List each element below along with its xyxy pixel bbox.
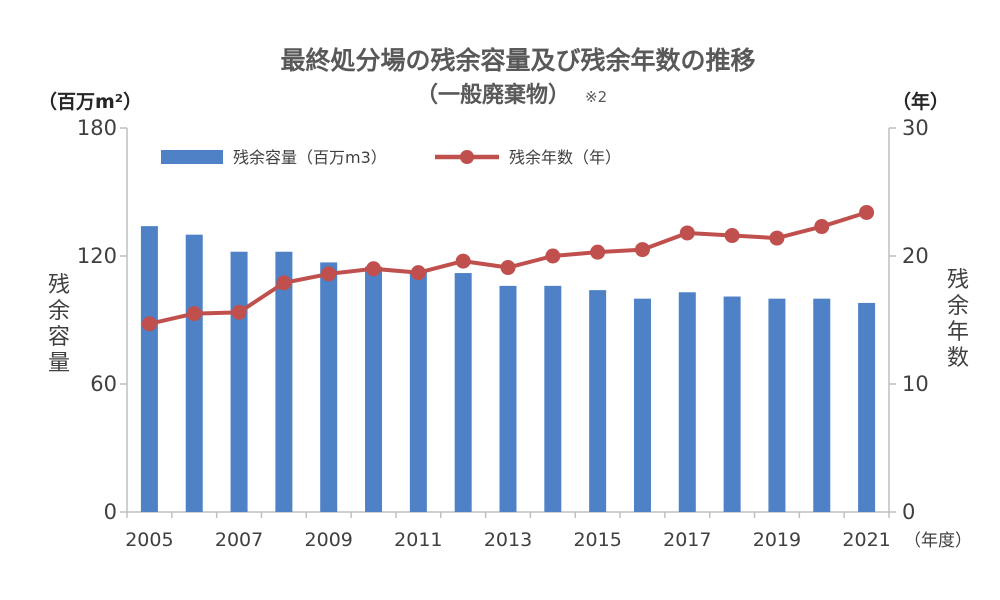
x-tick-label: 2015: [573, 529, 621, 551]
legend-swatch-marker: [460, 150, 474, 164]
bar: [140, 226, 158, 512]
bar: [185, 234, 203, 512]
x-tick-label: 2005: [125, 529, 173, 551]
x-tick-label: 2017: [663, 529, 711, 551]
line-point: [500, 260, 516, 276]
bar: [320, 262, 338, 512]
left-axis-ticks: 0 60 120 180: [77, 116, 127, 524]
bar: [230, 251, 248, 512]
legend-swatch-bar: [161, 150, 223, 164]
left-axis-title-char-1: 余: [48, 299, 70, 324]
line-point: [590, 244, 606, 260]
line-point: [724, 228, 740, 244]
line-series: [141, 204, 875, 332]
subtitle-note: ※2: [585, 88, 607, 106]
bar: [365, 266, 383, 512]
x-tick-label: 2019: [753, 529, 801, 551]
left-axis-title-char-2: 容: [48, 325, 70, 350]
right-tick-label: 10: [902, 372, 929, 396]
line-point: [276, 275, 292, 291]
right-tick-label: 30: [902, 116, 929, 140]
bar: [275, 251, 293, 512]
bar: [768, 298, 786, 512]
right-axis-title-char-1: 余: [947, 294, 969, 319]
legend: 残余容量（百万m3） 残余年数（年）: [161, 148, 621, 167]
x-axis-unit: （年度）: [904, 531, 972, 551]
line-point: [634, 242, 650, 258]
left-axis-title: 残 余 容 量: [48, 273, 70, 376]
x-tick-label: 2007: [215, 529, 263, 551]
left-tick-label: 180: [77, 116, 117, 140]
right-axis-title-char-0: 残: [947, 268, 969, 293]
legend-label-bar: 残余容量（百万m3）: [233, 148, 387, 167]
right-axis-title-char-3: 数: [947, 346, 969, 371]
bar: [544, 285, 562, 512]
bar-series: [140, 226, 876, 512]
line-point: [455, 253, 471, 269]
bar: [723, 296, 741, 512]
chart-subtitle: （一般廃棄物）: [416, 82, 570, 108]
left-tick-label: 0: [104, 500, 117, 524]
right-tick-label: 20: [902, 244, 929, 268]
bar: [633, 298, 651, 512]
legend-label-line: 残余年数（年）: [509, 148, 621, 167]
line-point: [186, 306, 202, 322]
line-point: [410, 265, 426, 281]
x-axis-ticks: 2005 2007 2009 2011 2013 2015 2017 2019 2021: [125, 512, 891, 551]
bar: [678, 292, 696, 512]
left-tick-label: 60: [90, 372, 117, 396]
right-axis-title: 残 余 年 数: [947, 268, 969, 371]
left-tick-label: 120: [77, 244, 117, 268]
right-axis-unit: （年）: [892, 90, 949, 113]
bar: [454, 273, 472, 512]
line-point: [859, 204, 875, 220]
line-point: [769, 230, 785, 246]
x-tick-label: 2009: [305, 529, 353, 551]
line-point: [231, 304, 247, 320]
line-point: [814, 219, 830, 235]
chart-title: 最終処分場の残余容量及び残余年数の推移: [280, 46, 755, 75]
line-point: [366, 261, 382, 277]
bar: [589, 290, 607, 512]
x-tick-label: 2013: [484, 529, 532, 551]
line-point: [321, 266, 337, 282]
right-tick-label: 0: [902, 500, 915, 524]
line-point: [545, 248, 561, 264]
bar: [499, 285, 517, 512]
bar: [409, 270, 427, 512]
left-axis-title-char-3: 量: [48, 351, 70, 376]
left-axis-title-char-0: 残: [48, 273, 70, 298]
x-tick-label: 2021: [842, 529, 890, 551]
right-axis-title-char-2: 年: [947, 320, 969, 345]
left-axis-unit: （百万m²）: [38, 90, 142, 113]
line-point: [141, 316, 157, 332]
bar: [813, 298, 831, 512]
bar: [858, 302, 876, 512]
line-point: [679, 225, 695, 241]
x-tick-label: 2011: [394, 529, 442, 551]
right-axis-ticks: 0 10 20 30: [889, 116, 929, 524]
